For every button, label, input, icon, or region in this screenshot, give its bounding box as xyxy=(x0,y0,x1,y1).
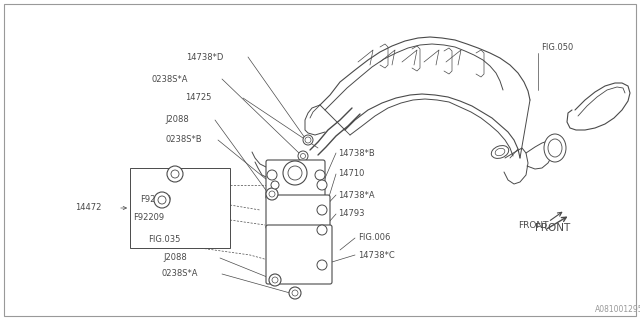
FancyBboxPatch shape xyxy=(266,195,330,229)
Ellipse shape xyxy=(492,146,509,158)
Ellipse shape xyxy=(544,134,566,162)
Text: 14793: 14793 xyxy=(338,210,365,219)
Bar xyxy=(130,168,230,248)
Circle shape xyxy=(167,166,183,182)
Text: 0238S*A: 0238S*A xyxy=(162,269,198,278)
Text: F92209: F92209 xyxy=(140,196,171,204)
Circle shape xyxy=(305,137,311,143)
Circle shape xyxy=(154,192,170,208)
Circle shape xyxy=(288,166,302,180)
Circle shape xyxy=(269,191,275,197)
Circle shape xyxy=(171,170,179,178)
Circle shape xyxy=(267,170,277,180)
Circle shape xyxy=(301,154,305,158)
Text: J2088: J2088 xyxy=(163,253,187,262)
Text: A081001295: A081001295 xyxy=(595,306,640,315)
Circle shape xyxy=(271,181,279,189)
Text: 14725: 14725 xyxy=(185,93,211,102)
Ellipse shape xyxy=(495,148,505,156)
Text: J2088: J2088 xyxy=(165,116,189,124)
Circle shape xyxy=(317,180,327,190)
Circle shape xyxy=(266,188,278,200)
Circle shape xyxy=(317,205,327,215)
Circle shape xyxy=(317,225,327,235)
Text: FIG.006: FIG.006 xyxy=(358,234,390,243)
Circle shape xyxy=(303,135,313,145)
Circle shape xyxy=(283,161,307,185)
Text: 14738*C: 14738*C xyxy=(358,251,395,260)
Circle shape xyxy=(315,170,325,180)
Text: FRONT: FRONT xyxy=(535,223,570,233)
Circle shape xyxy=(158,196,166,204)
Text: 0238S*B: 0238S*B xyxy=(165,135,202,145)
Text: 14710: 14710 xyxy=(338,170,364,179)
Text: 14738*D: 14738*D xyxy=(186,52,223,61)
Ellipse shape xyxy=(548,139,562,157)
Text: 14738*B: 14738*B xyxy=(338,148,375,157)
Text: FIG.050: FIG.050 xyxy=(541,44,573,52)
Text: 0238S*A: 0238S*A xyxy=(152,75,189,84)
Circle shape xyxy=(317,260,327,270)
FancyBboxPatch shape xyxy=(266,225,332,284)
Circle shape xyxy=(269,274,281,286)
Text: 14738*A: 14738*A xyxy=(338,190,374,199)
Circle shape xyxy=(292,290,298,296)
Text: 14472: 14472 xyxy=(75,204,101,212)
Circle shape xyxy=(298,151,308,161)
Text: FIG.035: FIG.035 xyxy=(148,236,180,244)
FancyBboxPatch shape xyxy=(266,160,325,199)
Circle shape xyxy=(289,287,301,299)
Text: F92209: F92209 xyxy=(133,213,164,222)
Circle shape xyxy=(272,277,278,283)
Text: FRONT: FRONT xyxy=(518,220,548,229)
